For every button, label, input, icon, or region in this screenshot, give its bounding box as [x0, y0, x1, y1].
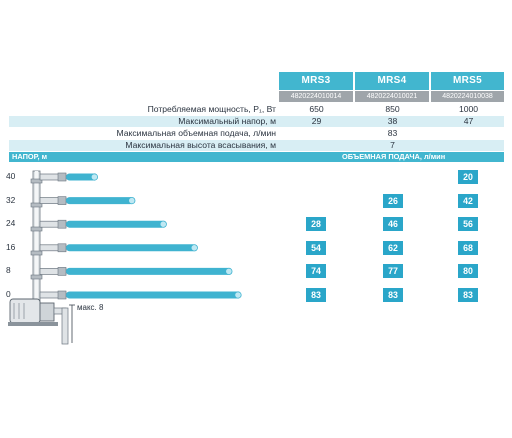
flow-badge-mrs4-head-8: 77 — [383, 264, 403, 279]
model-code-mrs5: 4820224010038 — [431, 91, 504, 102]
spec-value-head-mrs3: 29 — [311, 116, 322, 126]
flow-badge-mrs5-head-24: 56 — [458, 217, 478, 232]
flow-badge-mrs3-head-24: 28 — [306, 217, 326, 232]
spec-label-flow: Максимальная объемная подача, л/мин — [116, 128, 276, 138]
pipe-coupling-markers — [30, 178, 43, 280]
stream-bar-head-24 — [66, 220, 166, 228]
pump-motor-icon — [8, 298, 58, 326]
suction-depth-marker — [69, 304, 75, 343]
head-tick-24: 24 — [6, 218, 16, 229]
stream-splash-head-24 — [159, 220, 167, 228]
stream-splash-head-40 — [90, 173, 99, 181]
spec-value-head-mrs5: 47 — [463, 116, 474, 126]
stream-splash-head-8 — [225, 267, 233, 275]
nozzle-head-0 — [57, 290, 67, 300]
model-code-mrs3: 4820224010014 — [279, 91, 353, 102]
head-axis-title: НАПОР, м — [12, 152, 48, 161]
water-stream-head-8 — [39, 267, 233, 276]
spec-label-head: Максимальный напор, м — [178, 116, 276, 126]
head-tick-8: 8 — [6, 265, 11, 276]
flow-badge-mrs4-head-16: 62 — [383, 240, 403, 255]
spec-value-power-mrs4: 850 — [385, 104, 400, 114]
flow-badge-mrs5-head-8: 80 — [458, 264, 478, 279]
spec-value-suction: 7 — [390, 140, 395, 150]
pump-illustration — [8, 170, 75, 345]
water-stream-head-40 — [39, 172, 99, 182]
flow-badge-mrs5-head-40: 20 — [458, 170, 478, 184]
stream-splash-head-0 — [234, 291, 242, 299]
suction-pipe — [53, 307, 69, 345]
spec-value-power-mrs3: 650 — [309, 104, 324, 114]
flow-badge-mrs5-head-0: 83 — [458, 288, 478, 302]
stream-splash-head-16 — [190, 244, 198, 252]
stream-bar-head-32 — [66, 197, 134, 205]
water-stream-head-32 — [39, 196, 136, 205]
suction-depth-label: макс. 8 — [75, 303, 106, 313]
flow-axis-title: ОБЪЕМНАЯ ПОДАЧА, л/мин — [342, 152, 446, 161]
stream-bar-head-16 — [66, 244, 197, 252]
nozzle-head-24 — [57, 219, 67, 229]
spec-label-power: Потребляемая мощность, P₁, Вт — [147, 104, 276, 114]
model-header-mrs3: MRS3 — [279, 72, 353, 90]
water-stream-head-16 — [39, 243, 198, 253]
flow-badge-mrs4-head-0: 83 — [383, 288, 403, 302]
stream-bar-head-8 — [66, 267, 231, 275]
model-header-mrs4: MRS4 — [355, 72, 429, 90]
model-header-mrs5: MRS5 — [431, 72, 504, 90]
nozzle-head-40 — [57, 172, 67, 182]
table-header-bar — [9, 152, 504, 162]
nozzle-head-32 — [57, 196, 67, 205]
flow-badge-mrs4-head-24: 46 — [383, 217, 403, 232]
flow-badge-mrs3-head-16: 54 — [306, 240, 326, 255]
flow-badge-mrs5-head-16: 68 — [458, 240, 478, 255]
stream-bar-head-40 — [66, 173, 97, 181]
spec-label-suction: Максимальная высота всасывания, м — [125, 140, 276, 150]
water-stream-head-0 — [39, 290, 242, 300]
head-tick-16: 16 — [6, 241, 16, 252]
spec-row-head — [9, 116, 504, 127]
flow-badge-mrs3-head-8: 74 — [306, 264, 326, 279]
spec-value-power-mrs5: 1000 — [458, 104, 479, 114]
stream-bar-head-0 — [66, 291, 240, 299]
flow-badge-mrs4-head-32: 26 — [383, 193, 403, 208]
head-tick-0: 0 — [6, 289, 11, 299]
spec-value-head-mrs4: 38 — [387, 116, 398, 126]
stream-splash-head-32 — [128, 197, 136, 205]
model-code-mrs4: 4820224010021 — [355, 91, 429, 102]
flow-badge-mrs5-head-32: 42 — [458, 193, 478, 208]
nozzle-head-8 — [57, 267, 67, 276]
spec-row-suction — [9, 140, 504, 151]
water-stream-head-24 — [39, 219, 167, 229]
flow-badge-mrs3-head-0: 83 — [306, 288, 326, 302]
nozzle-head-16 — [57, 243, 67, 253]
head-tick-32: 32 — [6, 194, 16, 205]
head-tick-40: 40 — [6, 171, 16, 181]
spec-value-flow: 83 — [387, 128, 398, 138]
